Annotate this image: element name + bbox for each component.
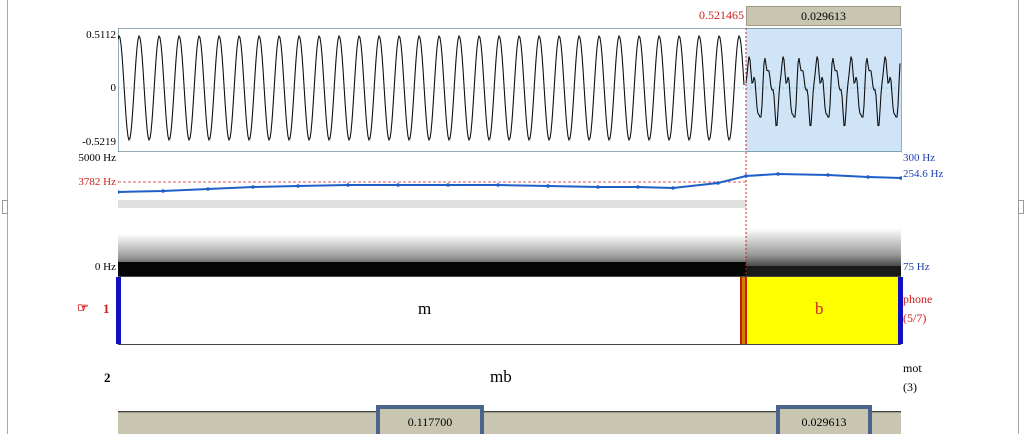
tier-1-number[interactable]: 1 xyxy=(103,301,110,316)
tier-mot[interactable]: mb xyxy=(118,345,901,412)
spectrogram-panel[interactable] xyxy=(118,152,901,276)
pitch-point xyxy=(251,185,255,189)
pitch-point xyxy=(346,183,350,187)
waveform-min-label: -0.5219 xyxy=(82,136,116,148)
pitch-point xyxy=(546,184,550,188)
cursor-time-readout: 0.521465 xyxy=(699,8,744,22)
pitch-point xyxy=(296,184,300,188)
tier-2-name[interactable]: mot xyxy=(903,361,922,375)
tier-phone-left-boundary[interactable] xyxy=(116,277,121,344)
tier-1-count: (5/7) xyxy=(903,311,927,325)
tier-phone[interactable]: m b xyxy=(116,276,903,345)
right-resize-handle[interactable] xyxy=(1018,200,1024,214)
spectrogram-bottom-frequency-label: 0 Hz xyxy=(94,261,116,273)
pitch-value-label: 254.6 Hz xyxy=(903,168,944,180)
pitch-point xyxy=(396,183,400,187)
pitch-point xyxy=(826,173,830,177)
pitch-point xyxy=(496,183,500,187)
left-frame-line xyxy=(7,0,8,434)
interval-b-label: b xyxy=(815,299,824,318)
tier-2-count: (3) xyxy=(903,380,917,394)
pitch-point xyxy=(118,190,120,194)
tier-phone-right-boundary[interactable] xyxy=(898,277,903,344)
right-frame-line xyxy=(1018,0,1019,434)
waveform-max-label: 0.5112 xyxy=(86,29,116,41)
waveform-zero-label: 0 xyxy=(110,82,117,94)
tier-1-name[interactable]: phone xyxy=(903,292,933,306)
pitch-point xyxy=(899,176,902,180)
left-resize-handle[interactable] xyxy=(2,200,8,214)
pitch-point xyxy=(671,186,675,190)
pitch-point xyxy=(776,172,780,176)
spectrogram-top-frequency-label: 5000 Hz xyxy=(78,152,116,164)
pitch-point xyxy=(636,185,640,189)
waveform-trace xyxy=(118,34,745,142)
pitch-point xyxy=(596,185,600,189)
left-duration-box[interactable]: 0.117700 xyxy=(376,405,484,434)
tier-2-number[interactable]: 2 xyxy=(104,370,111,385)
pitch-point xyxy=(866,175,870,179)
pitch-point xyxy=(716,181,720,185)
selection-duration-header[interactable]: 0.029613 xyxy=(746,6,901,26)
pitch-point xyxy=(161,189,165,193)
pitch-bottom-label: 75 Hz xyxy=(903,261,930,273)
pitch-point xyxy=(446,183,450,187)
cursor-frequency-label: 3782 Hz xyxy=(78,176,116,188)
selected-interval-b[interactable]: b xyxy=(747,277,899,344)
signal-panels[interactable] xyxy=(118,28,902,276)
pitch-points xyxy=(118,172,902,194)
interval-mb[interactable]: mb xyxy=(490,367,512,386)
pitch-point xyxy=(206,187,210,191)
tier-1-pointer-icon: ☞ xyxy=(77,300,89,315)
interval-boundary-line[interactable] xyxy=(740,277,747,344)
pitch-point xyxy=(744,174,748,178)
interval-m[interactable]: m xyxy=(418,299,432,318)
selection-duration-box[interactable]: 0.029613 xyxy=(776,405,872,434)
pitch-top-label: 300 Hz xyxy=(903,152,936,164)
waveform-trace-selected xyxy=(745,56,901,127)
duration-bar xyxy=(118,412,901,434)
